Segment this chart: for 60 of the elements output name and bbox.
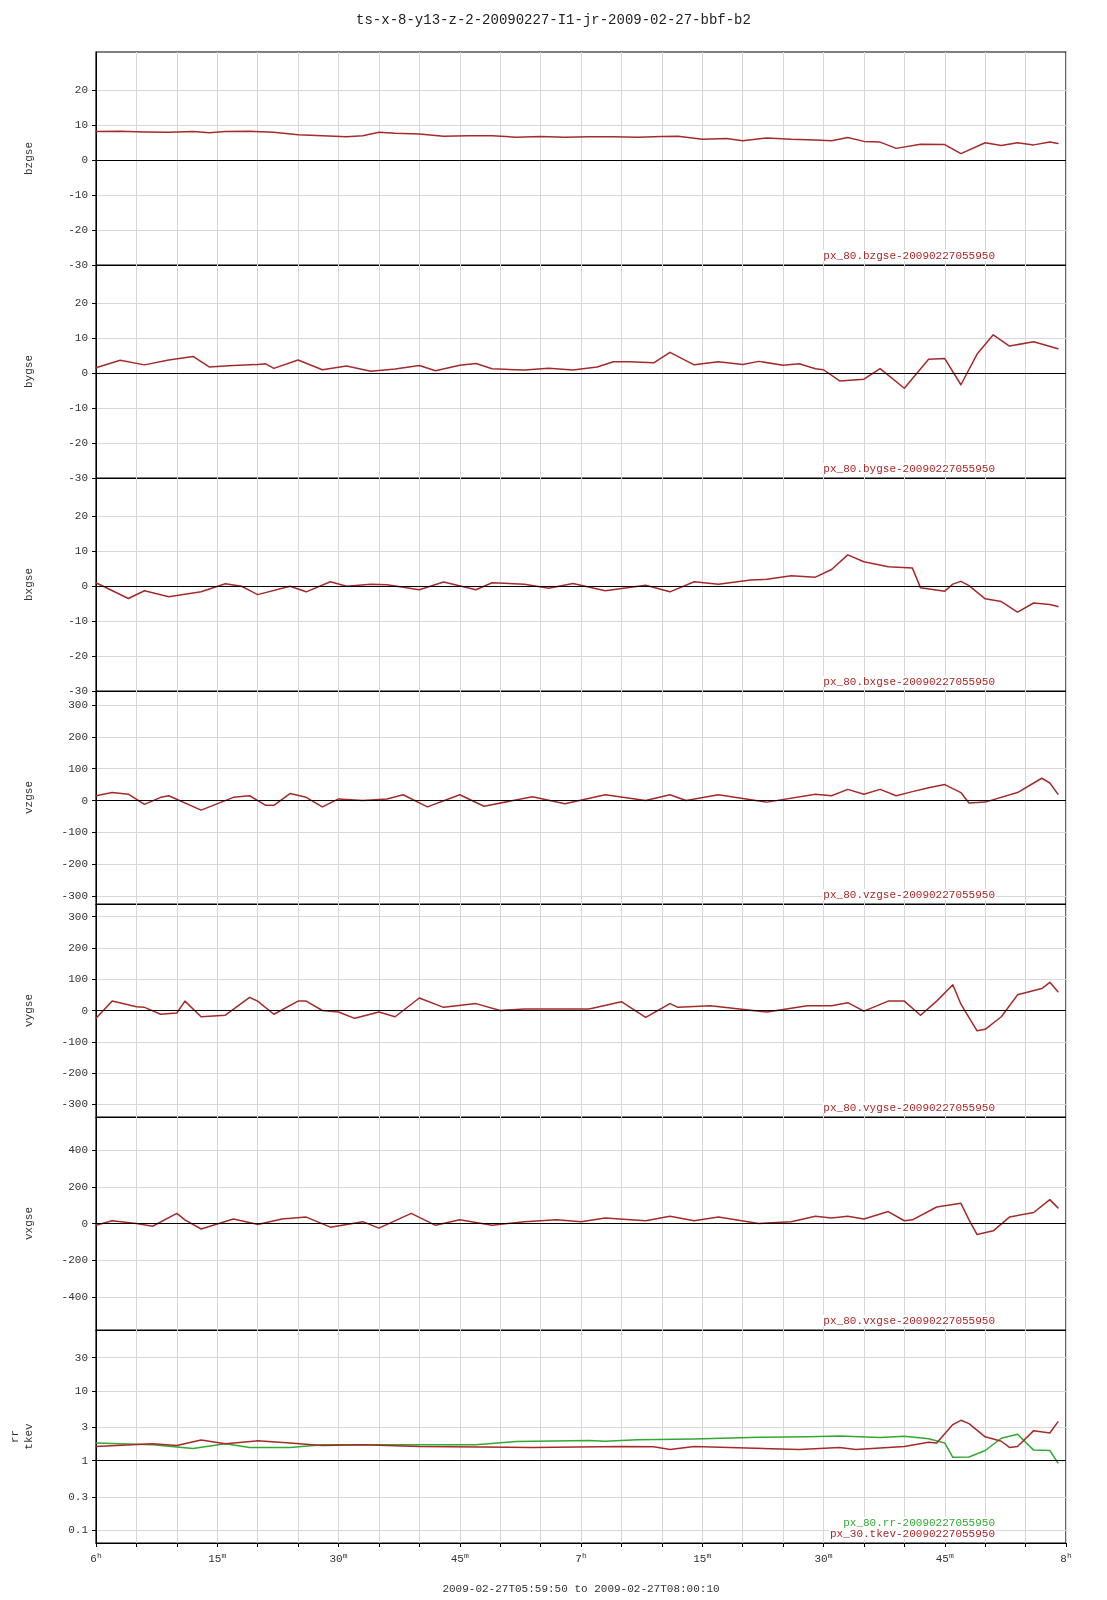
y-tick-label: 10 [74,1385,88,1397]
y-tick-label: -100 [61,826,88,839]
y-axis-title: bygse [23,354,35,389]
y-tick-label: 20 [74,84,88,97]
y-axis-title: bzgse [23,141,35,176]
y-tick-label: 10 [74,332,88,345]
y-tick-label: 400 [68,1144,88,1157]
y-tick-label: 30 [74,1351,88,1364]
y-tick-label: 300 [68,699,88,712]
y-tick-label: -20 [68,224,88,237]
y-tick-label: 0.3 [68,1491,88,1504]
text: px_30.tkev-20090227055950 [829,1527,995,1540]
y-tick-label: 0.1 [68,1524,89,1537]
y-tick-label: -10 [68,189,88,202]
y-tick-label: 0 [81,154,88,167]
y-tick-label: 0 [81,367,88,380]
y-tick-label: -400 [61,1290,88,1303]
y-tick-label: -20 [68,650,88,663]
y-tick-label: 300 [68,910,88,923]
text: px_80.bxgse-20090227055950 [823,675,996,688]
y-tick-label: 0 [81,794,88,807]
y-tick-label: -30 [68,472,88,484]
y-tick-label: 0 [81,1217,88,1230]
text: px_80.rr-20090227055950 [843,1516,995,1529]
y-axis-title: vygse [23,993,35,1028]
y-tick-label: -200 [61,858,88,871]
text: px_80.bygse-20090227055950 [823,462,996,475]
y-tick-label: 200 [68,941,88,954]
y-tick-label: 10 [74,545,88,558]
y-axis-title: rr tkev [9,1422,35,1450]
y-tick-label: 100 [68,973,88,986]
y-axis-title: vzgse [23,780,35,815]
chart-title: ts-x-8-y13-z-2-20090227-I1-jr-2009-02-27-bbf-b2 [356,12,751,28]
y-tick-label: -300 [61,1098,88,1111]
y-tick-label: -200 [61,1067,88,1080]
y-tick-label: 20 [74,297,88,310]
y-tick-label: 0 [81,1004,88,1017]
y-tick-label: -30 [68,259,88,271]
y-axis-title: vxgse [23,1206,35,1241]
y-tick-label: 10 [74,119,88,132]
text: px_80.vygse-20090227055950 [823,1101,996,1114]
y-tick-label: -30 [68,685,88,697]
y-tick-label: -10 [68,615,88,628]
y-tick-label: 1 [81,1454,89,1467]
text: px_80.vxgse-20090227055950 [823,1314,996,1327]
y-axis-title: bxgse [23,567,35,602]
y-tick-label: 0 [81,580,88,593]
x-axis-title: 2009-02-27T05:59:50 to 2009-02-27T08:00:10 [442,1582,720,1595]
y-tick-label: 200 [68,730,88,743]
y-tick-label: 100 [68,762,88,775]
y-tick-label: 200 [68,1180,88,1193]
y-tick-label: -10 [68,402,88,415]
y-tick-label: -100 [61,1035,88,1048]
y-tick-label: 20 [74,510,88,523]
y-tick-label: 3 [81,1421,88,1434]
y-tick-label: -200 [61,1254,88,1267]
y-tick-label: -20 [68,437,88,450]
text: px_80.vzgse-20090227055950 [823,888,996,901]
text: px_80.bzgse-20090227055950 [823,249,996,262]
y-tick-label: -300 [61,890,88,903]
